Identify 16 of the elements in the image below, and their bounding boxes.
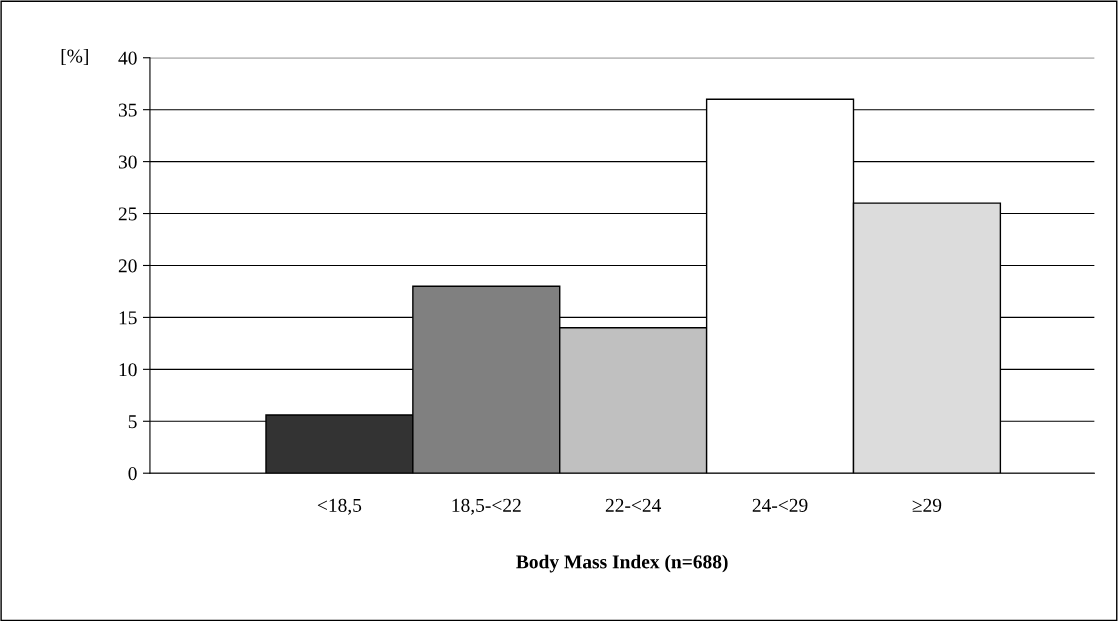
x-tick-label: <18,5 [317, 498, 362, 515]
y-tick-label: 35 [118, 103, 137, 117]
y-tick-label: 30 [118, 155, 137, 169]
x-tick-label: 24-<29 [752, 498, 808, 512]
x-tick-label: 18,5-<22 [452, 498, 521, 515]
y-axis-title: [%] [61, 48, 88, 66]
y-tick-label: 15 [119, 311, 137, 325]
x-tick-label: ≥29 [912, 498, 942, 512]
y-tick-label: 25 [118, 207, 137, 221]
y-tick-label: 20 [118, 259, 137, 273]
x-tick-label: 22-<24 [605, 498, 662, 512]
y-tick-label: 10 [119, 363, 137, 377]
y-tick-label: 40 [118, 51, 137, 65]
y-tick-label: 5 [128, 415, 137, 429]
y-tick-label: 0 [128, 467, 137, 481]
x-axis-title: Body Mass Index (n=688) [516, 554, 728, 573]
